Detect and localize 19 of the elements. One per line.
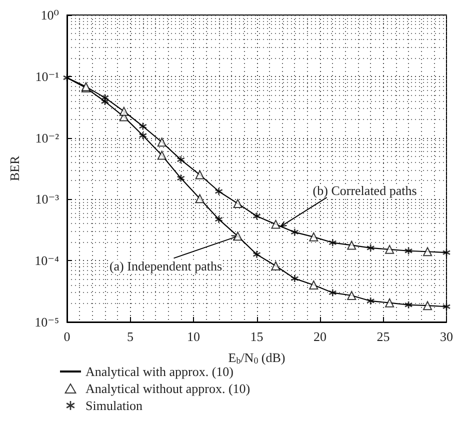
legend-label: Simulation bbox=[86, 398, 144, 413]
y-tick-label: 10⁻³ bbox=[35, 192, 60, 207]
x-tick-label: 5 bbox=[127, 329, 134, 344]
annotation: (b) Correlated paths bbox=[312, 182, 417, 198]
x-tick-label: 25 bbox=[376, 329, 390, 344]
y-axis-title: BER bbox=[7, 156, 22, 182]
x-tick-label: 15 bbox=[250, 329, 264, 344]
x-tick-label: 20 bbox=[314, 329, 326, 344]
y-tick-label: 10⁻⁴ bbox=[34, 253, 60, 268]
y-tick-label: 10⁰ bbox=[40, 8, 59, 22]
y-tick-label: 10⁻¹ bbox=[35, 68, 60, 84]
y-tick-label: 10⁻² bbox=[35, 130, 60, 146]
y-tick-label: 10⁻⁵ bbox=[34, 314, 59, 330]
legend-label: Analytical with approx. (10) bbox=[86, 364, 234, 379]
x-tick-label: 0 bbox=[64, 329, 70, 344]
x-tick-label: 30 bbox=[440, 329, 453, 344]
x-tick-label: 10 bbox=[187, 329, 200, 344]
legend-label: Analytical without approx. (10) bbox=[86, 381, 250, 396]
annotation: (a) Independent paths bbox=[109, 258, 222, 274]
